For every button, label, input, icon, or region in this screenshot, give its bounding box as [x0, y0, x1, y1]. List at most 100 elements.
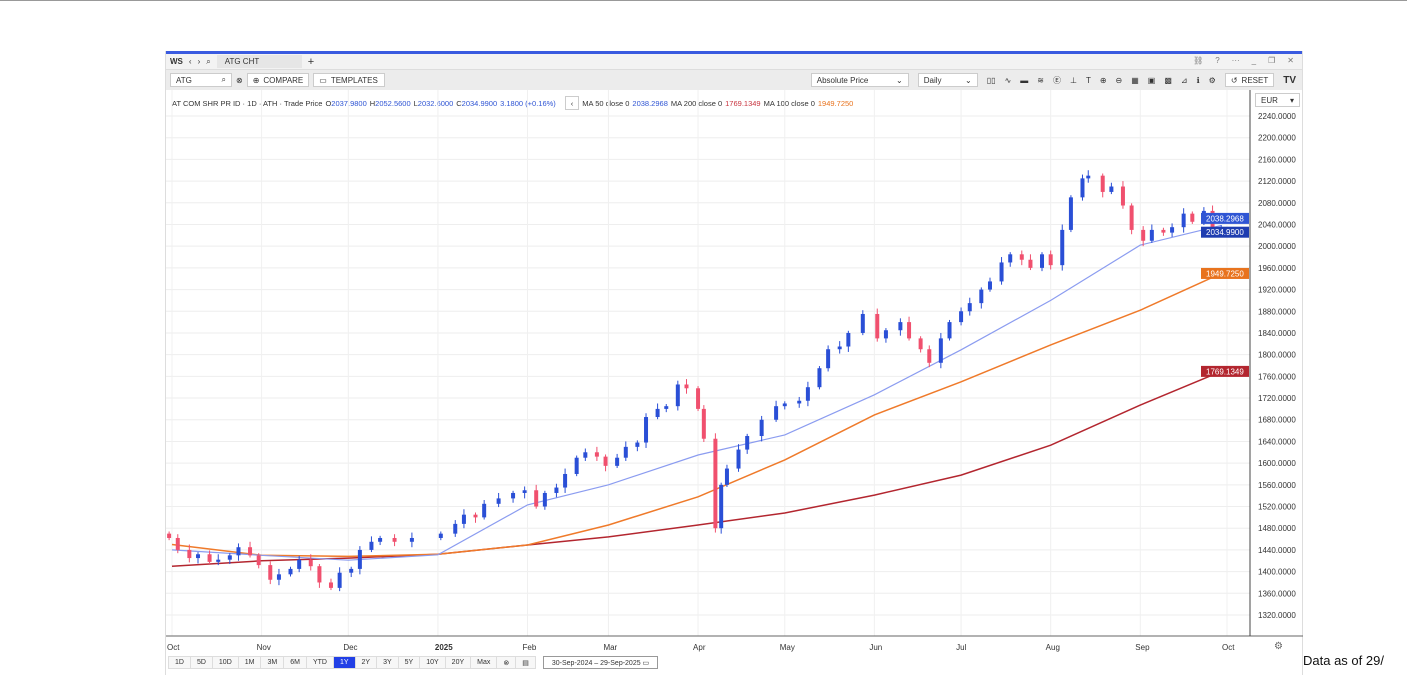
range-1y[interactable]: 1Y [332, 656, 356, 669]
x-tick-label: Mar [603, 643, 617, 652]
low-label: L [413, 98, 418, 108]
search-icon: ⌕ [221, 75, 226, 84]
price-label-bg [1201, 267, 1249, 279]
candle-body [696, 388, 701, 409]
candle-body [623, 446, 628, 458]
minimize-icon[interactable]: _ [1251, 56, 1257, 65]
symbol-input[interactable]: ATG ⌕ [170, 73, 232, 87]
x-tick-label: Oct [1222, 643, 1235, 652]
reset-button[interactable]: ↺ RESET [1224, 73, 1275, 87]
x-tick-label: Dec [343, 643, 357, 652]
interval-value: Daily [923, 75, 942, 85]
settings-icon[interactable]: ⚙ [1208, 75, 1216, 85]
candle-body [1149, 229, 1154, 241]
ma50-label: MA 50 close 0 [582, 98, 630, 108]
x-tick-label: Oct [167, 643, 180, 652]
candle-body [1170, 227, 1175, 233]
workspace-menu[interactable]: WS [170, 57, 183, 66]
candle-body [1028, 259, 1033, 268]
zoom-out-icon[interactable]: ⊖ [1115, 75, 1123, 85]
y-tick-label: 2000.0000 [1258, 242, 1296, 251]
link-icon[interactable]: ⛓ [1193, 56, 1204, 65]
collapse-legend-button[interactable]: ‹ [564, 96, 580, 110]
templates-button[interactable]: ▭ TEMPLATES [313, 73, 386, 87]
range-10d[interactable]: 10D [211, 656, 239, 669]
candle-body [369, 541, 374, 550]
compare-button[interactable]: ⊕ COMPARE [246, 73, 310, 87]
new-tab-button[interactable]: + [307, 55, 315, 68]
y-tick-label: 1600.0000 [1258, 459, 1296, 468]
text-icon[interactable]: T [1085, 75, 1091, 85]
back-icon[interactable]: ‹ [188, 57, 192, 66]
help-icon[interactable]: ? [1215, 56, 1220, 65]
candle-body [1161, 229, 1166, 233]
currency-select[interactable]: EUR ▾ [1255, 93, 1300, 107]
candle-body [875, 313, 880, 339]
zoom-in-icon[interactable]: ⊕ [1099, 75, 1107, 85]
candle-body [1120, 186, 1125, 206]
candle-body [453, 523, 458, 534]
candle-body [207, 554, 212, 562]
date-range-picker[interactable]: 30-Sep-2024 – 29-Sep-2025 ▭ [542, 656, 659, 669]
search-icon[interactable]: ⌕ [206, 56, 211, 66]
bars-icon[interactable]: ▬ [1020, 75, 1029, 85]
candle-body [782, 403, 787, 407]
candle-body [675, 384, 680, 407]
candle-body [216, 559, 221, 562]
candle-body [574, 457, 579, 474]
y-tick-label: 1560.0000 [1258, 481, 1296, 490]
candle-body [959, 311, 964, 323]
candle-body [846, 332, 851, 347]
restore-icon[interactable]: ❐ [1268, 56, 1276, 65]
crosshair-icon[interactable]: ⊥ [1069, 75, 1077, 85]
candles-icon[interactable]: ▯▯ [986, 75, 996, 85]
candle-body [918, 338, 923, 350]
candle-body [797, 400, 802, 404]
candle-body [701, 408, 706, 439]
range-5y[interactable]: 5Y [397, 656, 421, 669]
candle-body [1080, 178, 1085, 198]
x-tick-label: Sep [1135, 643, 1150, 652]
candle-body [1019, 254, 1024, 260]
y-tick-label: 1400.0000 [1258, 568, 1296, 577]
currency-icon[interactable]: Ⓔ [1052, 75, 1061, 85]
y-tick-label: 2040.0000 [1258, 220, 1296, 229]
more-icon[interactable]: ··· [1231, 56, 1240, 65]
waves-icon[interactable]: ≋ [1037, 75, 1044, 85]
candle-body [987, 281, 992, 290]
range-1m[interactable]: 1M [237, 656, 262, 669]
indicators-icon[interactable]: ∿ [1004, 75, 1012, 85]
price-label: 2038.2968 [1206, 214, 1244, 223]
candle-body [1109, 186, 1114, 192]
reset-label: RESET [1241, 75, 1269, 85]
forward-icon[interactable]: › [197, 57, 201, 66]
price-mode-select[interactable]: Absolute Price ⌄ [810, 73, 909, 87]
layout-icon[interactable]: ▣ [1147, 75, 1156, 85]
price-label: 1949.7250 [1206, 269, 1244, 278]
open-label: O [325, 98, 332, 108]
ma100-label: MA 100 close 0 [763, 98, 815, 108]
clear-icon[interactable]: ⊗ [236, 75, 243, 85]
save-icon[interactable]: ▩ [1164, 75, 1172, 85]
range-1d[interactable]: 1D [168, 656, 191, 669]
range-10y[interactable]: 10Y [419, 656, 446, 669]
candle-body [967, 303, 972, 312]
candle-body [999, 262, 1004, 282]
tab-atg-cht[interactable]: ATG CHT [216, 55, 302, 68]
x-tick-label: Aug [1046, 643, 1060, 652]
candle-body [337, 572, 342, 588]
interval-select[interactable]: Daily ⌄ [917, 73, 978, 87]
candle-body [1190, 213, 1195, 222]
legend-line: AT COM SHR PR ID · 1D · ATH · Trade Pric… [172, 96, 853, 110]
y-tick-label: 2120.0000 [1258, 177, 1296, 186]
chart-icon[interactable]: ⊿ [1180, 75, 1188, 85]
close-icon[interactable]: ✕ [1287, 56, 1294, 65]
settings-icon[interactable]: ⚙ [1274, 641, 1283, 652]
export-icon[interactable]: ▤ [515, 656, 536, 669]
candle-body [438, 533, 443, 538]
info-icon[interactable]: ℹ [1196, 75, 1200, 85]
table-icon[interactable]: ▦ [1131, 75, 1139, 85]
candle-body [409, 537, 414, 542]
x-tick-label: May [780, 643, 795, 652]
